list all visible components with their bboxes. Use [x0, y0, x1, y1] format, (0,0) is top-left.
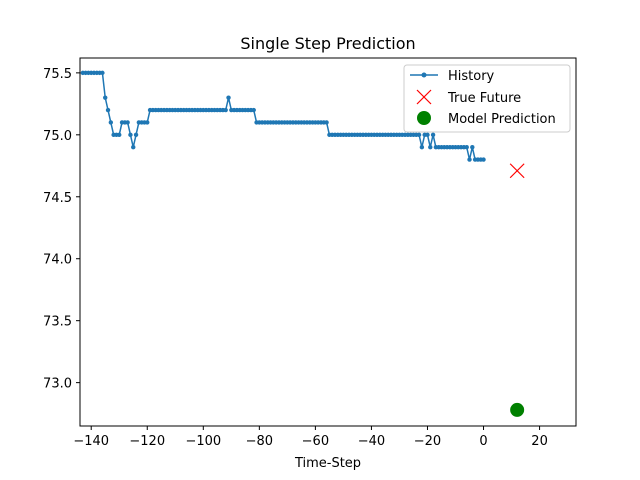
x-tick-label: −60	[302, 434, 329, 449]
x-axis-ticks: −140 −120 −100 −80 −60 −40 −20 0 20	[73, 426, 548, 449]
y-tick-label: 73.0	[43, 377, 72, 392]
y-tick-label: 74.0	[43, 253, 72, 268]
history-point	[430, 132, 436, 138]
legend-history-marker	[421, 72, 427, 78]
history-points-layer	[80, 70, 486, 162]
history-point	[145, 120, 150, 125]
history-point	[416, 132, 422, 138]
x-tick-label: 20	[531, 434, 548, 449]
history-point	[100, 70, 105, 76]
legend: History True Future Model Prediction	[403, 64, 571, 133]
model-prediction-marker	[510, 402, 525, 417]
x-axis-label: Time-Step	[294, 456, 361, 471]
x-tick-label: −40	[358, 434, 385, 449]
history-point	[470, 145, 475, 150]
history-point	[481, 157, 486, 162]
history-point	[464, 145, 469, 150]
history-point	[131, 145, 136, 150]
legend-model-prediction-marker	[417, 111, 431, 125]
legend-true-future-label: True Future	[447, 91, 521, 106]
history-point	[251, 107, 256, 113]
history-point	[117, 132, 122, 138]
y-axis-ticks: 73.0 73.5 74.0 74.5 75.0 75.5	[43, 67, 80, 392]
y-tick-label: 75.0	[43, 129, 72, 144]
history-point	[108, 120, 114, 125]
history-point	[133, 132, 139, 138]
y-tick-label: 74.5	[43, 191, 72, 206]
x-tick-label: −80	[246, 434, 273, 449]
history-point	[103, 95, 108, 100]
x-tick-label: −140	[73, 434, 109, 449]
x-tick-label: 0	[479, 434, 487, 449]
chart-title: Single Step Prediction	[240, 34, 415, 53]
history-point	[125, 120, 130, 125]
history-point	[467, 157, 472, 162]
y-tick-label: 75.5	[43, 67, 72, 82]
history-point	[128, 132, 133, 138]
history-point	[428, 145, 433, 150]
future-layer	[509, 163, 525, 417]
history-point	[223, 107, 228, 113]
x-tick-label: −100	[185, 434, 221, 449]
history-point	[425, 132, 430, 138]
true-future-marker	[509, 163, 525, 179]
plot-frame	[79, 57, 577, 427]
legend-box	[403, 64, 571, 133]
x-tick-label: −20	[414, 434, 441, 449]
history-point	[226, 95, 231, 100]
history-point	[324, 120, 329, 125]
history-point	[105, 107, 111, 113]
legend-history-label: History	[448, 69, 495, 84]
legend-true-future-marker	[416, 89, 432, 105]
y-tick-label: 73.5	[43, 315, 72, 330]
history-point	[419, 145, 425, 150]
legend-model-prediction-label: Model Prediction	[448, 112, 556, 127]
x-tick-label: −120	[129, 434, 165, 449]
